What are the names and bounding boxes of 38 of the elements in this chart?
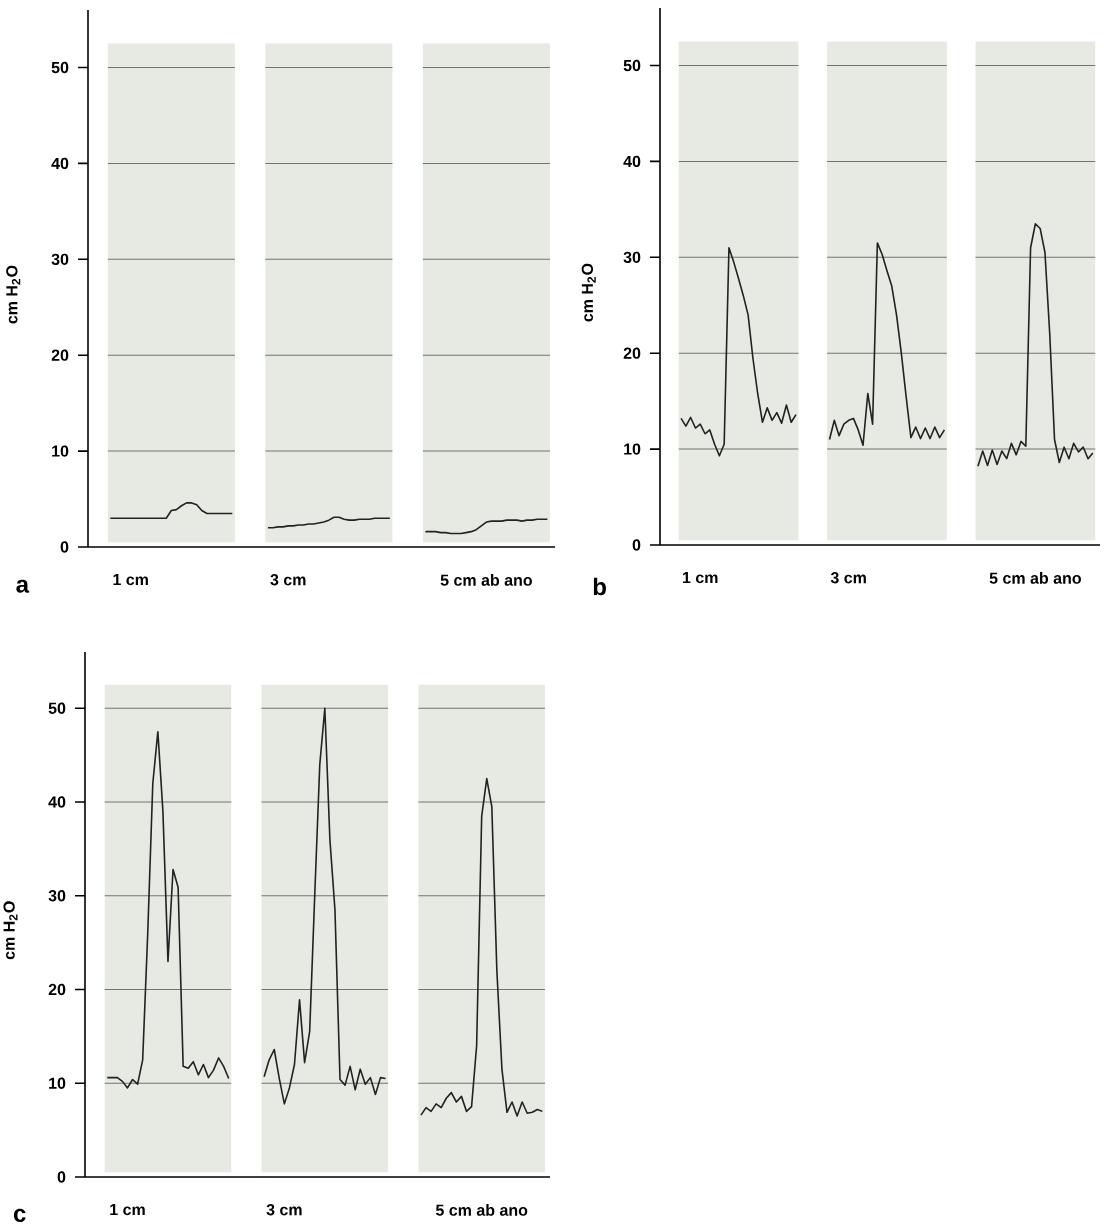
line-series — [977, 222, 1094, 468]
line-series — [680, 246, 797, 457]
x-tick-label: 1 cm — [682, 572, 718, 584]
x-tick-label: 5 cm ab ano — [440, 574, 532, 586]
y-tick-label: 20 — [51, 349, 69, 361]
text: c — [13, 1208, 26, 1222]
y-axis-title: cm H$_{2}$O — [581, 263, 596, 322]
line-series — [828, 242, 946, 447]
y-tick-label: 30 — [51, 253, 69, 265]
x-tick-label: 5 cm ab ano — [435, 1204, 528, 1216]
y-tick-label: 0 — [60, 541, 69, 553]
y-axis-title: cm H$_{2}$O — [3, 901, 18, 960]
y-axis-title: cm H$_{2}$O — [6, 265, 21, 324]
y-tick-label: 50 — [623, 59, 641, 72]
x-tick-label: 1 cm — [113, 574, 148, 586]
x-tick-label: 3 cm — [830, 572, 866, 584]
y-tick-label: 10 — [49, 1077, 66, 1089]
y-tick-label: 30 — [48, 890, 66, 902]
y-tick-label: 20 — [623, 347, 641, 359]
y-tick-label: 30 — [623, 251, 641, 263]
text: b — [593, 577, 606, 596]
y-tick-label: 40 — [51, 157, 69, 170]
y-tick-label: 50 — [48, 702, 66, 714]
x-tick-label: 3 cm — [270, 574, 306, 586]
y-tick-label: 50 — [51, 61, 69, 74]
x-tick-label: 1 cm — [110, 1204, 145, 1216]
x-tick-label: 3 cm — [266, 1204, 302, 1216]
y-tick-label: 0 — [632, 539, 641, 551]
y-tick-label: 40 — [623, 155, 641, 168]
y-tick-label: 0 — [57, 1171, 66, 1183]
text: a — [16, 579, 30, 593]
x-tick-label: 5 cm ab ano — [989, 572, 1081, 584]
y-tick-label: 10 — [52, 445, 69, 457]
y-tick-label: 40 — [48, 796, 66, 808]
y-tick-label: 10 — [624, 443, 641, 455]
line-series — [420, 777, 544, 1117]
y-tick-label: 20 — [48, 983, 66, 996]
line-series — [263, 707, 387, 1105]
